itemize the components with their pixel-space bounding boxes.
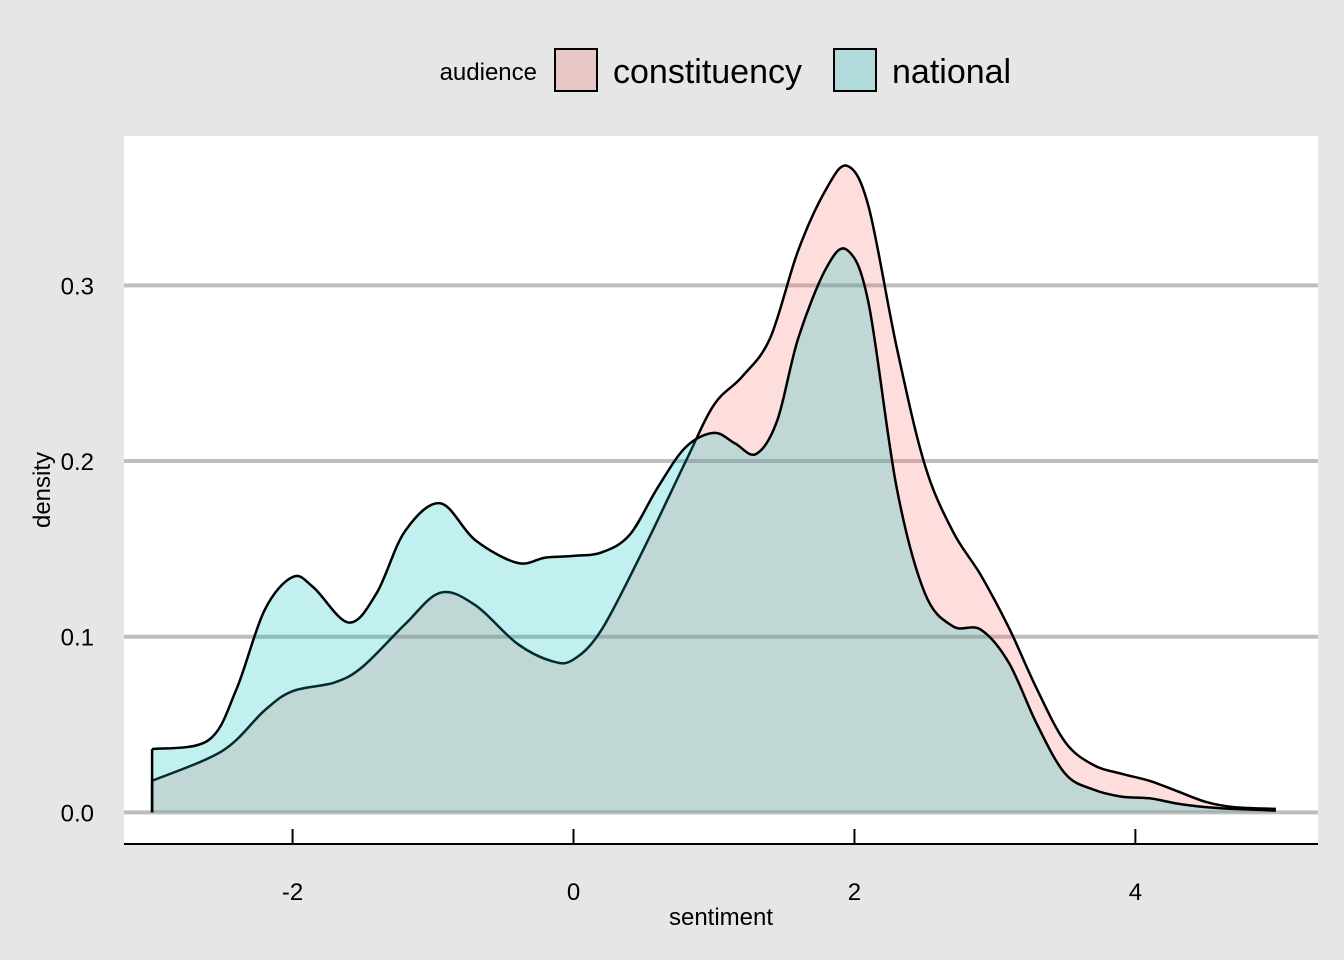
x-axis-ticks: -2 0 2 4 (282, 829, 1142, 906)
legend-label-national: national (892, 53, 1011, 91)
density-line-constituency (151, 164, 1276, 811)
legend-title: audience (440, 59, 537, 86)
y-tick-label-3: 0.3 (61, 273, 94, 300)
x-tick-label-1: 0 (567, 879, 580, 906)
y-tick-label-2: 0.2 (61, 449, 94, 476)
y-tick-label-1: 0.1 (61, 625, 94, 652)
density-line-national (151, 247, 1276, 812)
legend-key-constituency (554, 48, 598, 92)
x-tick-label-2: 2 (848, 879, 861, 906)
y-axis-title: density (29, 452, 56, 528)
y-axis-ticks: 0.0 0.1 0.2 0.3 (61, 273, 94, 827)
x-tick-label-0: -2 (282, 879, 303, 906)
legend: audience constituency national (440, 48, 1011, 92)
density-areas (150, 164, 1276, 813)
area-national (152, 248, 1276, 813)
x-tick-label-3: 4 (1129, 879, 1142, 906)
area-constituency (152, 165, 1276, 813)
y-tick-label-0: 0.0 (61, 800, 94, 827)
x-axis-title: sentiment (669, 904, 773, 931)
plot-panel (124, 136, 1318, 844)
legend-key-national (833, 48, 877, 92)
grid-lines (124, 283, 1318, 815)
legend-label-constituency: constituency (613, 53, 802, 91)
